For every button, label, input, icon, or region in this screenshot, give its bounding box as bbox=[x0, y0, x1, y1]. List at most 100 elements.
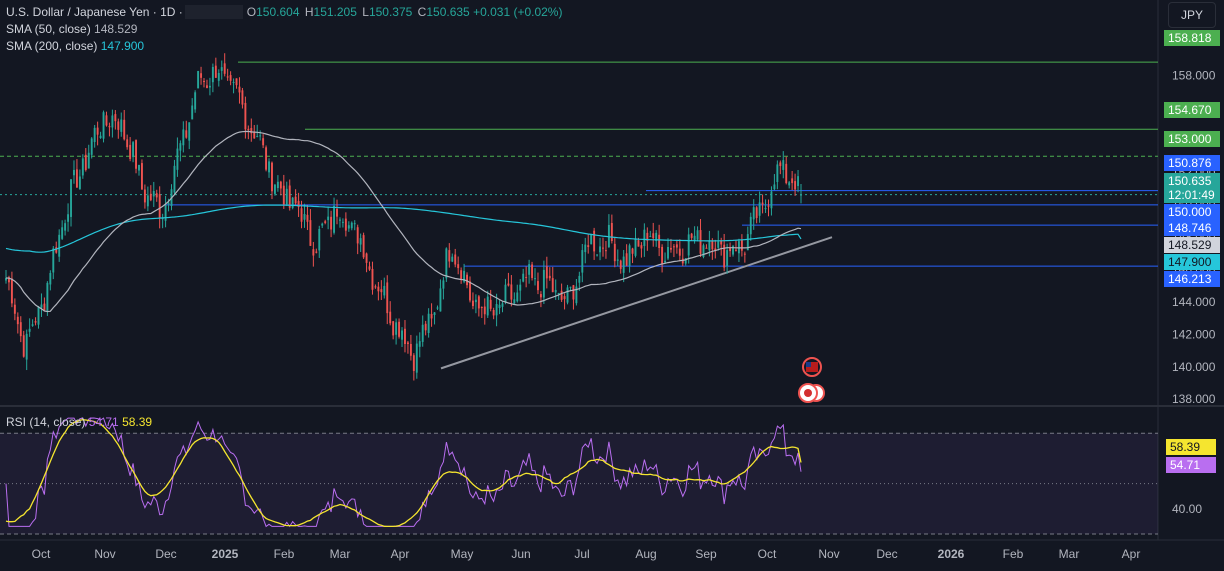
symbol-title[interactable]: U.S. Dollar / Japanese Yen · 1D · bbox=[6, 5, 183, 19]
candle-body[interactable] bbox=[105, 115, 108, 126]
candle-body[interactable] bbox=[406, 342, 409, 345]
candle-body[interactable] bbox=[297, 200, 300, 208]
candle-body[interactable] bbox=[672, 246, 675, 248]
sma200-legend[interactable]: SMA (200, close) 147.900 bbox=[6, 38, 144, 55]
candle-body[interactable] bbox=[652, 233, 655, 239]
candle-body[interactable] bbox=[265, 147, 268, 170]
candle-body[interactable] bbox=[250, 127, 253, 134]
candle-body[interactable] bbox=[253, 131, 256, 139]
candle-body[interactable] bbox=[661, 246, 664, 264]
candle-body[interactable] bbox=[395, 322, 398, 335]
candle-body[interactable] bbox=[758, 202, 761, 216]
candle-body[interactable] bbox=[737, 241, 740, 254]
candle-body[interactable] bbox=[495, 303, 498, 316]
candle-body[interactable] bbox=[537, 281, 539, 291]
candle-body[interactable] bbox=[309, 220, 312, 246]
candle-body[interactable] bbox=[324, 221, 327, 223]
candle-body[interactable] bbox=[34, 321, 37, 323]
candle-body[interactable] bbox=[622, 256, 625, 273]
candle-body[interactable] bbox=[773, 184, 776, 190]
candle-body[interactable] bbox=[557, 292, 560, 294]
candle-body[interactable] bbox=[800, 194, 802, 196]
candle-body[interactable] bbox=[510, 284, 513, 300]
candle-body[interactable] bbox=[330, 216, 333, 230]
candle-body[interactable] bbox=[507, 283, 510, 286]
candle-body[interactable] bbox=[217, 72, 220, 81]
candle-body[interactable] bbox=[593, 230, 596, 252]
candle-body[interactable] bbox=[729, 247, 732, 252]
candle-body[interactable] bbox=[306, 214, 309, 222]
candle-body[interactable] bbox=[631, 248, 634, 254]
candle-body[interactable] bbox=[123, 119, 126, 140]
candle-body[interactable] bbox=[604, 250, 607, 252]
candle-body[interactable] bbox=[445, 248, 448, 279]
candle-body[interactable] bbox=[525, 276, 528, 278]
candle-body[interactable] bbox=[235, 78, 238, 86]
candle-body[interactable] bbox=[534, 278, 536, 280]
candle-body[interactable] bbox=[58, 234, 61, 257]
candle-body[interactable] bbox=[61, 227, 64, 239]
candle-body[interactable] bbox=[13, 304, 16, 314]
candle-body[interactable] bbox=[471, 300, 474, 307]
candle-body[interactable] bbox=[516, 292, 519, 302]
candle-body[interactable] bbox=[155, 193, 158, 198]
candle-body[interactable] bbox=[705, 247, 708, 249]
candle-body[interactable] bbox=[377, 286, 380, 292]
candle-body[interactable] bbox=[341, 221, 344, 223]
candle-body[interactable] bbox=[19, 322, 22, 337]
candle-body[interactable] bbox=[226, 76, 229, 78]
candle-body[interactable] bbox=[262, 138, 265, 146]
candle-body[interactable] bbox=[483, 306, 486, 315]
candle-body[interactable] bbox=[607, 224, 610, 248]
candle-body[interactable] bbox=[714, 248, 717, 251]
candle-body[interactable] bbox=[108, 126, 111, 128]
candle-body[interactable] bbox=[40, 304, 43, 308]
candle-body[interactable] bbox=[424, 323, 427, 331]
candle-body[interactable] bbox=[542, 269, 545, 298]
candle-body[interactable] bbox=[350, 222, 353, 229]
candle-body[interactable] bbox=[466, 274, 468, 286]
candle-body[interactable] bbox=[93, 127, 96, 143]
candle-body[interactable] bbox=[412, 355, 415, 371]
candle-body[interactable] bbox=[25, 333, 28, 360]
candle-body[interactable] bbox=[442, 280, 445, 289]
candle-body[interactable] bbox=[321, 223, 324, 226]
candle-body[interactable] bbox=[572, 285, 575, 300]
candle-body[interactable] bbox=[418, 341, 421, 347]
candle-body[interactable] bbox=[616, 259, 619, 261]
candle-body[interactable] bbox=[551, 278, 554, 293]
candle-body[interactable] bbox=[448, 250, 451, 262]
candle-body[interactable] bbox=[135, 140, 137, 169]
candle-body[interactable] bbox=[409, 343, 412, 356]
candle-body[interactable] bbox=[81, 158, 84, 176]
candle-body[interactable] bbox=[684, 258, 687, 264]
candle-body[interactable] bbox=[764, 208, 767, 210]
candle-body[interactable] bbox=[670, 247, 672, 250]
candle-body[interactable] bbox=[241, 90, 244, 105]
candle-body[interactable] bbox=[5, 277, 7, 281]
candle-body[interactable] bbox=[223, 63, 226, 74]
candle-body[interactable] bbox=[599, 246, 601, 253]
candle-body[interactable] bbox=[569, 286, 572, 288]
candle-body[interactable] bbox=[288, 185, 291, 208]
candle-body[interactable] bbox=[463, 270, 466, 282]
candle-body[interactable] bbox=[797, 176, 800, 186]
candle-body[interactable] bbox=[735, 249, 737, 251]
candle-body[interactable] bbox=[687, 234, 690, 256]
candle-body[interactable] bbox=[73, 169, 75, 176]
candle-body[interactable] bbox=[303, 214, 306, 220]
candle-body[interactable] bbox=[75, 169, 78, 188]
candle-body[interactable] bbox=[90, 138, 93, 155]
candle-body[interactable] bbox=[528, 264, 531, 275]
candle-body[interactable] bbox=[451, 256, 454, 262]
candle-body[interactable] bbox=[111, 115, 114, 128]
candle-body[interactable] bbox=[720, 240, 723, 245]
candle-body[interactable] bbox=[259, 135, 262, 137]
candle-body[interactable] bbox=[247, 128, 250, 131]
candle-body[interactable] bbox=[474, 299, 477, 303]
candle-body[interactable] bbox=[220, 67, 223, 71]
candle-body[interactable] bbox=[49, 273, 52, 285]
candle-body[interactable] bbox=[279, 181, 282, 189]
candle-body[interactable] bbox=[596, 254, 599, 256]
